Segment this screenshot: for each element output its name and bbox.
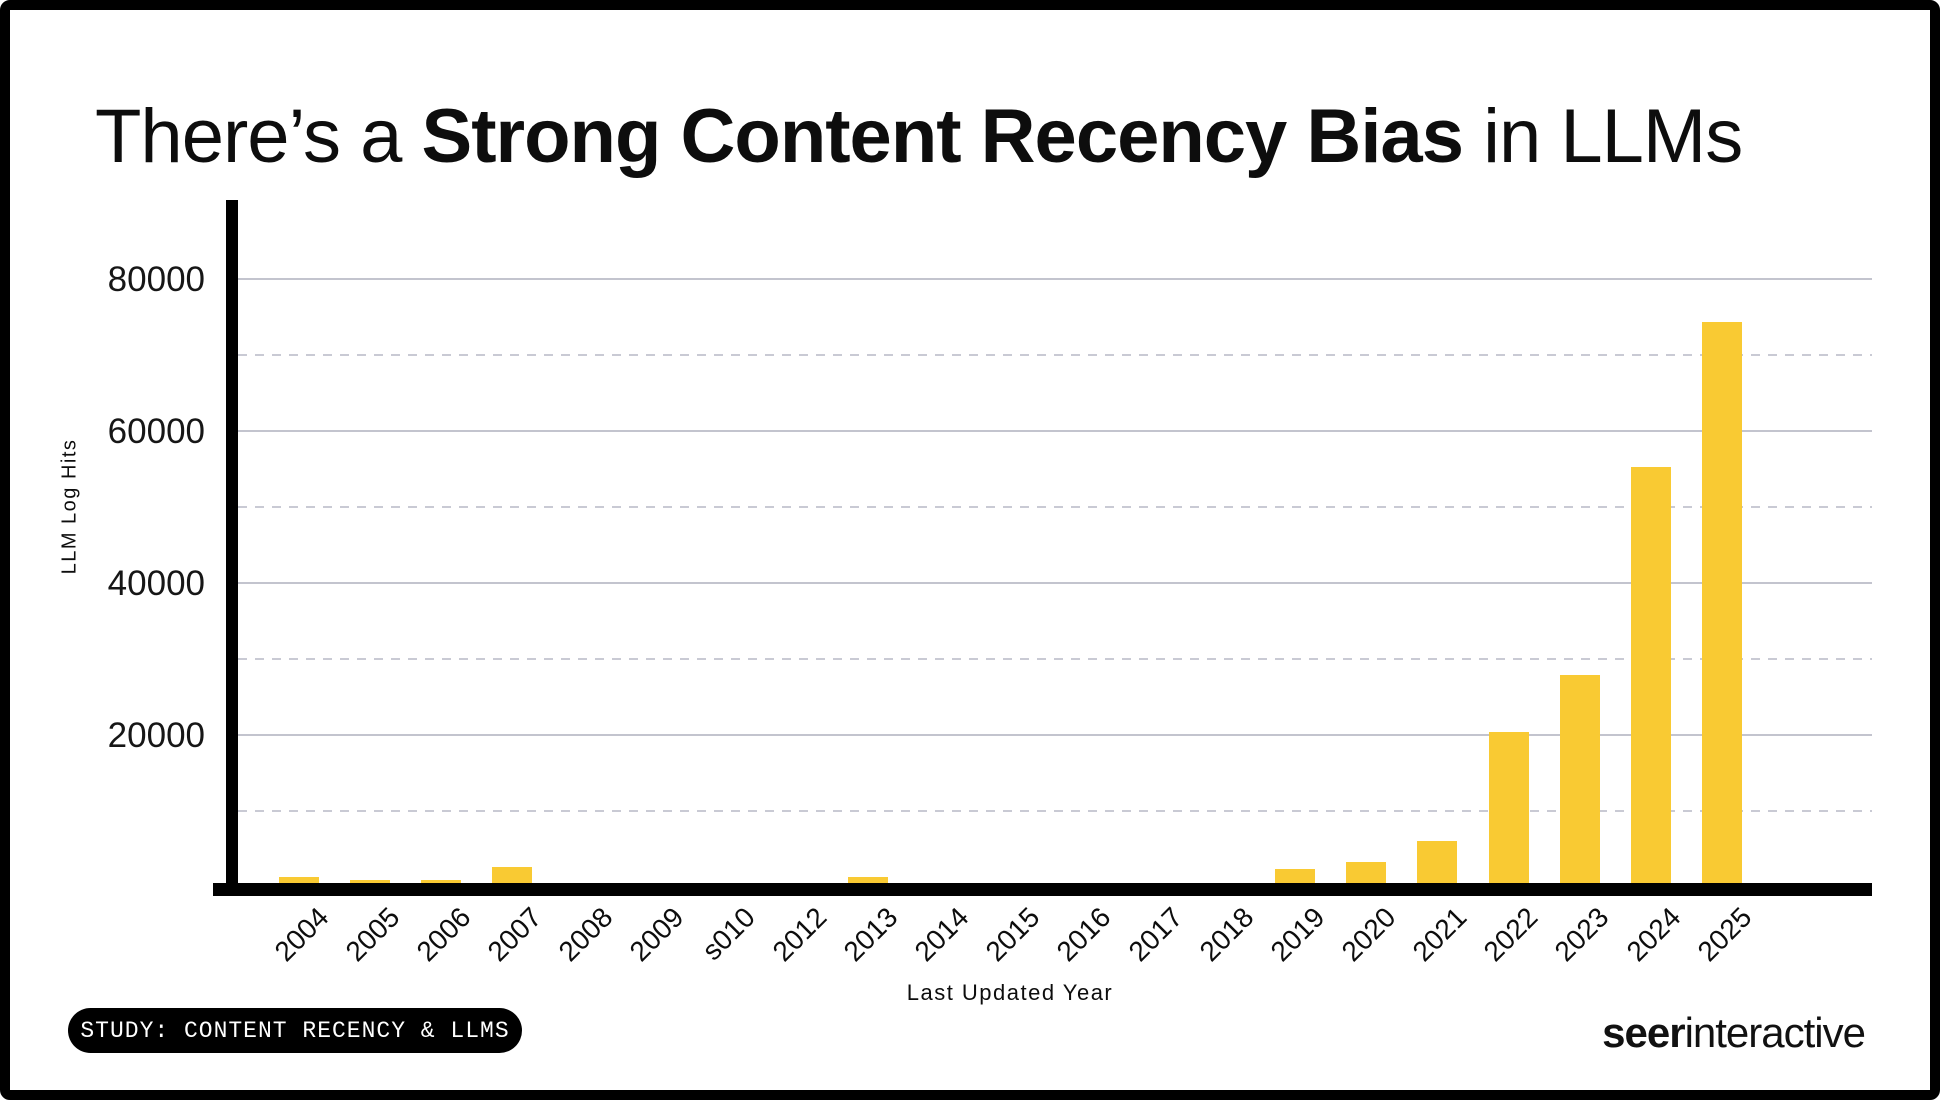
x-tick-label-2021: 2021 xyxy=(1406,901,1473,968)
x-axis-line xyxy=(213,883,1872,896)
major-gridline-80000 xyxy=(238,278,1872,280)
x-tick-label-2019: 2019 xyxy=(1264,901,1331,968)
bar-2024 xyxy=(1630,466,1671,890)
x-tick-label-2005: 2005 xyxy=(339,901,406,968)
x-tick-label-2008: 2008 xyxy=(552,901,619,968)
chart-title: There’s a Strong Content Recency Bias in… xyxy=(95,93,1743,180)
x-tick-label-2023: 2023 xyxy=(1548,901,1615,968)
x-tick-label-2024: 2024 xyxy=(1620,901,1687,968)
minor-gridline-50000 xyxy=(238,506,1872,508)
minor-gridline-10000 xyxy=(238,810,1872,812)
x-tick-label-2004: 2004 xyxy=(268,901,335,968)
x-tick-label-s010: s010 xyxy=(696,901,762,967)
title-suffix: in LLMs xyxy=(1462,93,1743,179)
x-tick-label-2015: 2015 xyxy=(979,901,1046,968)
logo-interactive: interactive xyxy=(1684,1009,1866,1056)
minor-gridline-70000 xyxy=(238,354,1872,356)
y-tick-label-60000: 60000 xyxy=(107,412,205,451)
major-gridline-40000 xyxy=(238,582,1872,584)
x-tick-label-2017: 2017 xyxy=(1122,901,1189,968)
study-badge: STUDY: CONTENT RECENCY & LLMS xyxy=(68,1008,522,1053)
title-emphasis: Strong Content Recency Bias xyxy=(421,93,1464,179)
bar-2021 xyxy=(1417,841,1458,890)
seer-interactive-logo: seerinteractive xyxy=(1602,1009,1866,1056)
y-axis-line xyxy=(226,200,238,896)
x-tick-label-2018: 2018 xyxy=(1193,901,1260,968)
x-axis-title: Last Updated Year xyxy=(906,980,1114,1005)
x-tick-label-2025: 2025 xyxy=(1691,901,1758,968)
bar-2022 xyxy=(1488,731,1529,890)
x-tick-label-2020: 2020 xyxy=(1335,901,1402,968)
x-tick-label-2013: 2013 xyxy=(837,901,904,968)
minor-gridline-30000 xyxy=(238,658,1872,660)
x-tick-label-2016: 2016 xyxy=(1050,901,1117,968)
y-tick-label-20000: 20000 xyxy=(107,716,205,755)
major-gridline-60000 xyxy=(238,430,1872,432)
x-tick-label-2014: 2014 xyxy=(908,901,975,968)
y-tick-label-40000: 40000 xyxy=(107,564,205,603)
bar-2025 xyxy=(1702,322,1742,890)
logo-seer: seer xyxy=(1602,1009,1685,1056)
x-tick-label-2009: 2009 xyxy=(623,901,690,968)
x-tick-label-2006: 2006 xyxy=(410,901,477,968)
x-tick-label-2022: 2022 xyxy=(1477,901,1544,968)
bar-2023 xyxy=(1559,674,1600,890)
major-gridline-20000 xyxy=(238,734,1872,736)
x-tick-label-2007: 2007 xyxy=(481,901,548,968)
y-tick-label-80000: 80000 xyxy=(107,260,205,299)
x-tick-label-2012: 2012 xyxy=(766,901,833,968)
title-prefix: There’s a xyxy=(95,93,422,179)
study-badge-label: STUDY: CONTENT RECENCY & LLMS xyxy=(80,1017,510,1044)
